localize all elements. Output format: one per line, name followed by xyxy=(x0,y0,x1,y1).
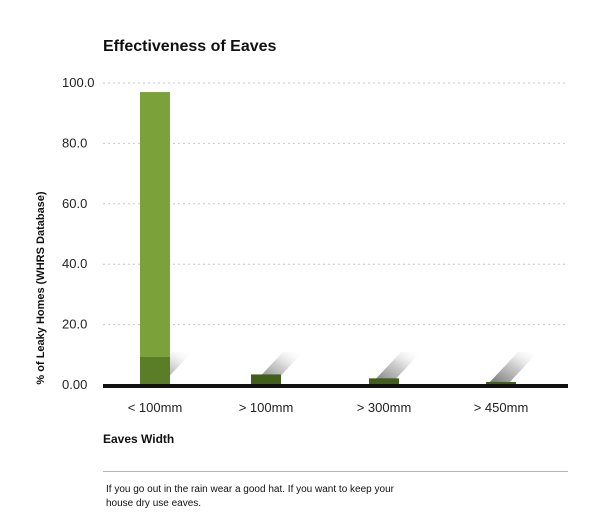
y-tick-label: 20.0 xyxy=(62,317,87,332)
caption-text: If you go out in the rain wear a good ha… xyxy=(106,484,394,509)
x-tick-label: > 450mm xyxy=(474,400,529,415)
x-axis-line xyxy=(103,384,568,388)
bar xyxy=(486,381,516,385)
bar-shadow xyxy=(371,352,421,384)
x-tick-labels: < 100mm > 100mm > 300mm > 450mm xyxy=(128,400,529,415)
bar xyxy=(251,374,281,385)
bars xyxy=(103,92,568,388)
y-tick-labels: 0.00 20.0 40.0 60.0 80.0 100.0 xyxy=(62,75,95,392)
y-tick-label: 100.0 xyxy=(62,75,95,90)
x-tick-label: < 100mm xyxy=(128,400,183,415)
y-axis-title: % of Leaky Homes (WHRS Database) xyxy=(35,191,47,384)
gridlines xyxy=(103,82,568,326)
bar xyxy=(140,92,170,385)
y-tick-label: 40.0 xyxy=(62,256,87,271)
chart-title: Effectiveness of Eaves xyxy=(103,38,277,55)
caption-divider xyxy=(103,471,568,472)
y-tick-label: 0.00 xyxy=(62,377,87,392)
y-tick-label: 60.0 xyxy=(62,196,87,211)
bar-base-shade xyxy=(140,357,170,385)
bar-shadow xyxy=(488,352,538,384)
y-tick-label: 80.0 xyxy=(62,135,87,150)
x-tick-label: > 100mm xyxy=(239,400,294,415)
x-tick-label: > 300mm xyxy=(357,400,412,415)
bar xyxy=(369,378,399,385)
x-axis-title: Eaves Width xyxy=(103,432,174,446)
